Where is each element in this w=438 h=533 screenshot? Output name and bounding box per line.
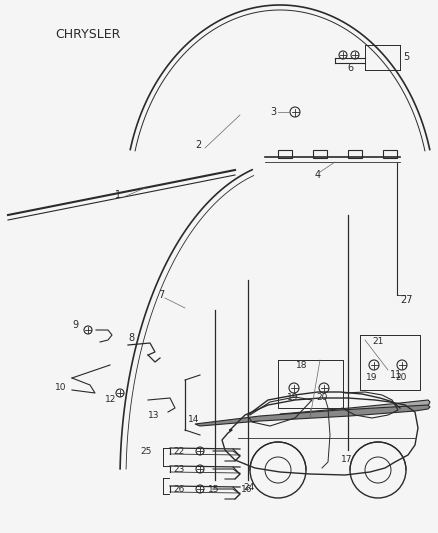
Text: 20: 20: [395, 373, 406, 382]
Bar: [348, 150, 362, 158]
Text: 9: 9: [72, 320, 78, 330]
Text: 27: 27: [400, 295, 413, 305]
Text: 4: 4: [315, 170, 321, 180]
Text: 15: 15: [208, 486, 219, 495]
Text: 10: 10: [55, 384, 67, 392]
Text: 23: 23: [173, 464, 184, 473]
Text: 17: 17: [341, 456, 353, 464]
Text: 8: 8: [128, 333, 134, 343]
Text: 19: 19: [287, 393, 299, 402]
Text: 12: 12: [105, 395, 117, 405]
Bar: [313, 150, 327, 158]
Text: 6: 6: [347, 63, 353, 73]
Text: 5: 5: [403, 52, 409, 62]
Text: 14: 14: [188, 416, 199, 424]
Text: 2: 2: [195, 140, 201, 150]
Text: 20: 20: [316, 393, 327, 402]
Text: 18: 18: [296, 361, 307, 370]
Text: 26: 26: [173, 484, 184, 494]
Polygon shape: [195, 405, 430, 426]
Text: 19: 19: [366, 373, 378, 382]
Text: 13: 13: [148, 410, 159, 419]
Polygon shape: [280, 400, 430, 416]
Text: 11: 11: [390, 370, 402, 380]
Bar: [278, 150, 292, 158]
Text: 22: 22: [173, 447, 184, 456]
Text: 1: 1: [115, 190, 121, 200]
Text: 21: 21: [372, 336, 383, 345]
Text: 7: 7: [158, 290, 164, 300]
Text: CHRYSLER: CHRYSLER: [55, 28, 120, 41]
Text: 16: 16: [241, 486, 252, 495]
Text: 24: 24: [243, 483, 254, 492]
Text: 25: 25: [140, 447, 152, 456]
Text: 3: 3: [270, 107, 276, 117]
Bar: [383, 150, 397, 158]
